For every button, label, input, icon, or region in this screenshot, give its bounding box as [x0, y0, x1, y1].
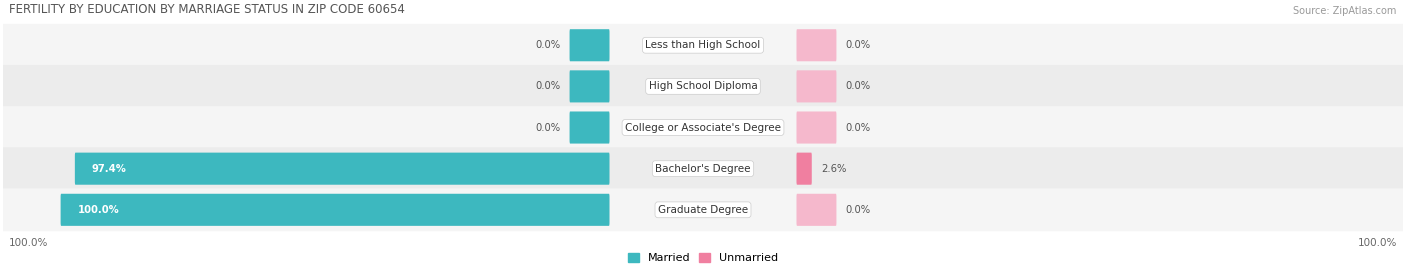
Text: 100.0%: 100.0% — [1357, 238, 1396, 248]
FancyBboxPatch shape — [3, 24, 1403, 67]
FancyBboxPatch shape — [3, 65, 1403, 108]
Text: 0.0%: 0.0% — [845, 205, 870, 215]
FancyBboxPatch shape — [796, 29, 837, 61]
Text: College or Associate's Degree: College or Associate's Degree — [626, 122, 780, 133]
FancyBboxPatch shape — [796, 111, 837, 144]
Text: High School Diploma: High School Diploma — [648, 82, 758, 91]
FancyBboxPatch shape — [75, 153, 610, 185]
Text: 0.0%: 0.0% — [536, 122, 561, 133]
FancyBboxPatch shape — [796, 153, 811, 185]
Text: 0.0%: 0.0% — [845, 82, 870, 91]
FancyBboxPatch shape — [569, 70, 610, 102]
FancyBboxPatch shape — [796, 194, 837, 226]
FancyBboxPatch shape — [3, 106, 1403, 149]
Text: Less than High School: Less than High School — [645, 40, 761, 50]
FancyBboxPatch shape — [60, 194, 610, 226]
Text: 97.4%: 97.4% — [91, 164, 127, 174]
FancyBboxPatch shape — [796, 70, 837, 102]
Text: 0.0%: 0.0% — [845, 122, 870, 133]
Legend: Married, Unmarried: Married, Unmarried — [623, 248, 783, 267]
FancyBboxPatch shape — [569, 111, 610, 144]
Text: 0.0%: 0.0% — [845, 40, 870, 50]
Text: Source: ZipAtlas.com: Source: ZipAtlas.com — [1294, 6, 1396, 16]
Text: 0.0%: 0.0% — [536, 82, 561, 91]
Text: FERTILITY BY EDUCATION BY MARRIAGE STATUS IN ZIP CODE 60654: FERTILITY BY EDUCATION BY MARRIAGE STATU… — [10, 3, 405, 16]
Text: Graduate Degree: Graduate Degree — [658, 205, 748, 215]
FancyBboxPatch shape — [3, 188, 1403, 231]
Text: 0.0%: 0.0% — [536, 40, 561, 50]
FancyBboxPatch shape — [569, 29, 610, 61]
FancyBboxPatch shape — [3, 147, 1403, 190]
Text: 2.6%: 2.6% — [821, 164, 846, 174]
Text: Bachelor's Degree: Bachelor's Degree — [655, 164, 751, 174]
Text: 100.0%: 100.0% — [10, 238, 49, 248]
Text: 100.0%: 100.0% — [77, 205, 120, 215]
